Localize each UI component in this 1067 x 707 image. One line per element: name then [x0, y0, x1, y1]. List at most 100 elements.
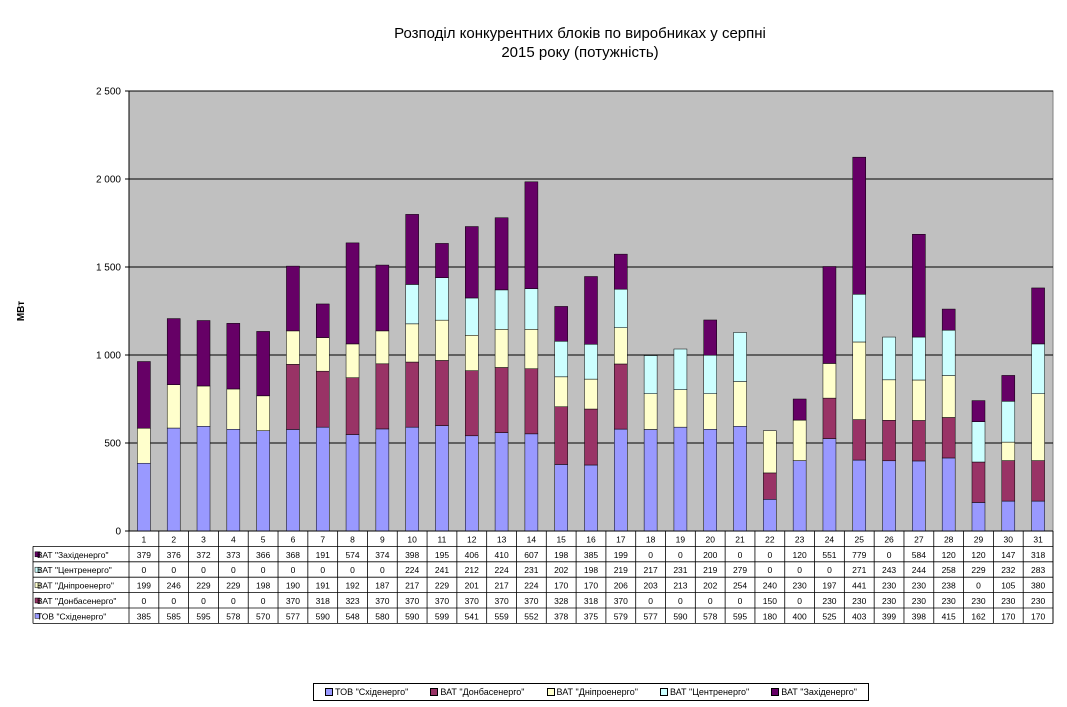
bar-segment [226, 429, 241, 532]
bar-segment [286, 265, 300, 332]
bar-segment [494, 217, 509, 291]
data-label: 224 [524, 581, 538, 591]
data-label: 410 [494, 550, 508, 560]
data-label: 0 [142, 596, 147, 606]
bar-segment [226, 388, 241, 430]
table-row-swatch [34, 566, 41, 573]
data-label: 230 [1001, 596, 1015, 606]
data-label: 230 [1031, 596, 1045, 606]
data-label: 541 [465, 611, 479, 621]
x-tick-label: 10 [407, 534, 417, 544]
bar-segment [256, 430, 270, 532]
bar-segment [554, 464, 568, 532]
bar-segment [345, 434, 360, 532]
bar-segment [435, 360, 449, 426]
data-label: 187 [375, 581, 389, 591]
data-label: 399 [882, 611, 896, 621]
data-label: 232 [1001, 565, 1015, 575]
data-label: 197 [822, 581, 836, 591]
bar-segment [643, 355, 658, 394]
bar-segment [733, 426, 747, 532]
bar-segment [494, 329, 509, 368]
bar-segment [584, 464, 598, 532]
bar-segment [1001, 460, 1016, 502]
bar-segment [315, 337, 330, 372]
bar-segment [971, 461, 986, 503]
bar-segment [137, 427, 151, 464]
data-label: 150 [763, 596, 777, 606]
data-label: 0 [171, 565, 176, 575]
data-label: 254 [733, 581, 747, 591]
data-label: 574 [345, 550, 359, 560]
data-label: 162 [971, 611, 985, 621]
data-label: 170 [584, 581, 598, 591]
bar-segment [166, 318, 181, 385]
data-label: 224 [494, 565, 508, 575]
data-label: 0 [201, 565, 206, 575]
bar-segment [763, 430, 777, 474]
data-label: 366 [256, 550, 270, 560]
x-tick-label: 12 [467, 534, 477, 544]
data-label: 559 [494, 611, 508, 621]
bar-segment [315, 303, 330, 338]
bar-segment [673, 426, 688, 532]
data-label: 0 [201, 596, 206, 606]
bar-segment [524, 288, 539, 330]
data-label: 551 [822, 550, 836, 560]
data-label: 258 [942, 565, 956, 575]
x-tick-label: 31 [1033, 534, 1043, 544]
data-label: 0 [261, 596, 266, 606]
data-label: 191 [316, 550, 330, 560]
data-label: 578 [226, 611, 240, 621]
bar-segment [584, 276, 598, 345]
data-label: 0 [320, 565, 325, 575]
data-label: 180 [763, 611, 777, 621]
chart-title: Розподіл конкурентних блоків по виробник… [0, 24, 1067, 62]
x-tick-label: 29 [974, 534, 984, 544]
data-label: 370 [286, 596, 300, 606]
data-label: 400 [793, 611, 807, 621]
data-label: 415 [942, 611, 956, 621]
legend-swatch [325, 688, 334, 696]
bar-segment [643, 393, 658, 430]
table-row-label: ТОВ "Східенерго" [37, 611, 106, 621]
bar-segment [882, 379, 896, 421]
data-label: 0 [678, 550, 683, 560]
table-row-swatch [34, 582, 41, 588]
bar-segment [524, 181, 539, 289]
data-label: 590 [316, 611, 330, 621]
bar-segment [196, 426, 211, 532]
bar-segment [554, 406, 568, 465]
data-label: 398 [912, 611, 926, 621]
data-label: 403 [852, 611, 866, 621]
bar-segment [1001, 401, 1016, 443]
data-label: 213 [673, 581, 687, 591]
x-tick-label: 1 [142, 534, 147, 544]
bar-segment [792, 460, 807, 532]
data-label: 206 [614, 581, 628, 591]
data-label: 580 [375, 611, 389, 621]
data-label: 0 [827, 565, 832, 575]
x-tick-label: 22 [765, 534, 775, 544]
legend-item: ВАТ "Центренерго" [660, 687, 749, 697]
bar-segment [792, 398, 807, 421]
x-tick-label: 20 [705, 534, 715, 544]
bar-segment [465, 435, 479, 532]
data-label: 230 [882, 596, 896, 606]
data-label: 203 [644, 581, 658, 591]
data-label: 170 [554, 581, 568, 591]
y-tick-label: 0 [115, 527, 121, 538]
data-label: 0 [261, 565, 266, 575]
bar-segment [524, 329, 539, 369]
data-label: 246 [167, 581, 181, 591]
bar-segment [524, 433, 539, 532]
bar-segment [256, 395, 270, 431]
data-label: 230 [912, 581, 926, 591]
x-tick-label: 8 [350, 534, 355, 544]
data-label: 217 [405, 581, 419, 591]
bar-segment [614, 253, 628, 290]
data-label: 217 [644, 565, 658, 575]
table-row-swatch [34, 551, 41, 558]
data-label: 0 [648, 550, 653, 560]
bar-segment [465, 297, 479, 336]
